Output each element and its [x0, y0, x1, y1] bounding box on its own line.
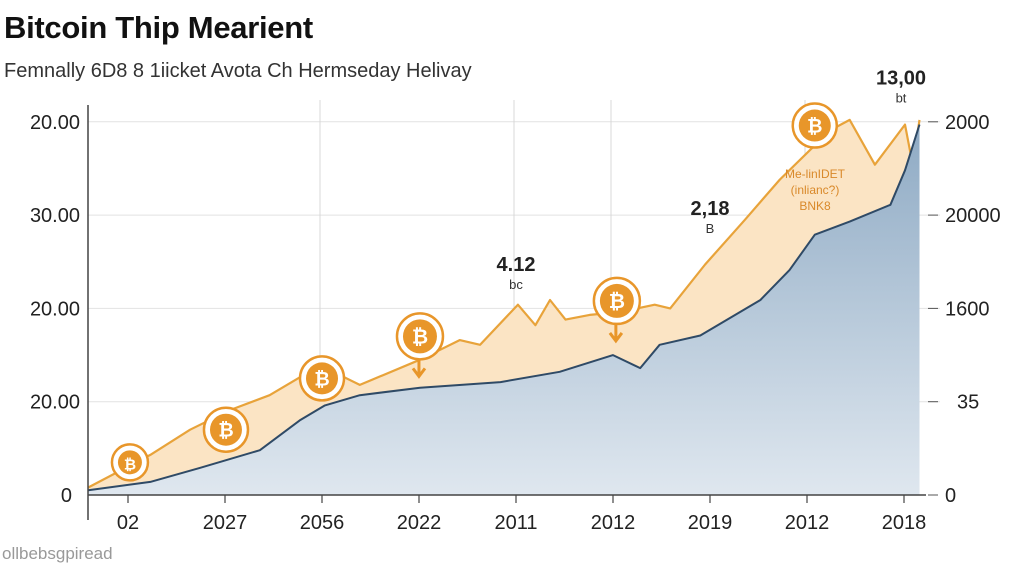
- y-left-tick-label: 30.00: [30, 205, 80, 227]
- y-right-tick-label: 0: [945, 485, 956, 507]
- bitcoin-coin-inner: [209, 413, 242, 446]
- bitcoin-symbol: ₿: [314, 369, 329, 390]
- annotation-note: BNK8: [799, 199, 831, 213]
- y-right-tick-label: 20000: [945, 205, 1001, 227]
- x-tick-label: 2056: [300, 512, 345, 534]
- chart-subtitle: Femnally 6D8 8 1iicket Avota Ch Hermseda…: [4, 60, 472, 82]
- bitcoin-coin-inner: [798, 109, 831, 142]
- bitcoin-symbol: ₿: [218, 421, 233, 442]
- y-right-tick-label: 2000: [945, 112, 990, 134]
- annotation-note: Me-linIDET: [785, 167, 846, 181]
- bitcoin-coin-inner: [599, 283, 634, 318]
- bitcoin-coin-inner: [117, 450, 142, 475]
- x-tick-label: 2012: [591, 512, 636, 534]
- lower-series-line: [88, 124, 921, 492]
- x-tick-label: 2018: [882, 512, 927, 534]
- x-tick-label: 2027: [203, 512, 248, 534]
- annotation-unit: bt: [896, 90, 907, 105]
- x-tick-label: 2012: [785, 512, 830, 534]
- annotation-note: (inlianc?): [791, 183, 840, 197]
- bitcoin-coin-inner: [306, 362, 338, 395]
- annotation-value: 4.12: [497, 254, 536, 276]
- down-arrow-icon: [411, 359, 427, 379]
- lower-series-area: [88, 124, 920, 495]
- x-tick-label: 2019: [688, 512, 733, 534]
- y-left-tick-label: 20.00: [30, 392, 80, 414]
- annotation-unit: bc: [509, 277, 523, 292]
- bitcoin-symbol: ₿: [609, 291, 625, 313]
- x-tick-label: 02: [117, 512, 139, 534]
- bitcoin-symbol: ₿: [412, 326, 428, 348]
- watermark: ollbebsgpiread: [2, 544, 113, 563]
- y-left-tick-label: 20.00: [30, 298, 80, 320]
- y-left-tick-label: 20.00: [30, 112, 80, 134]
- annotation-value: 2,18: [691, 198, 730, 220]
- annotation-value: 13,00: [876, 67, 926, 89]
- x-tick-label: 2022: [397, 512, 442, 534]
- x-tick-label: 2011: [494, 512, 537, 534]
- chart-title: Bitcoin Thip Mearient: [4, 10, 313, 45]
- y-left-tick-label: 0: [61, 485, 72, 507]
- y-right-tick-label: 1600: [945, 298, 990, 320]
- bitcoin-symbol: ₿: [807, 117, 822, 138]
- upper-series-line: [87, 118, 921, 489]
- bitcoin-coin-inner: [402, 319, 437, 354]
- annotation-unit: B: [706, 221, 715, 236]
- bitcoin-symbol: ₿: [124, 456, 136, 473]
- down-arrow-icon: [608, 323, 624, 344]
- y-right-tick-label: 35: [957, 392, 979, 414]
